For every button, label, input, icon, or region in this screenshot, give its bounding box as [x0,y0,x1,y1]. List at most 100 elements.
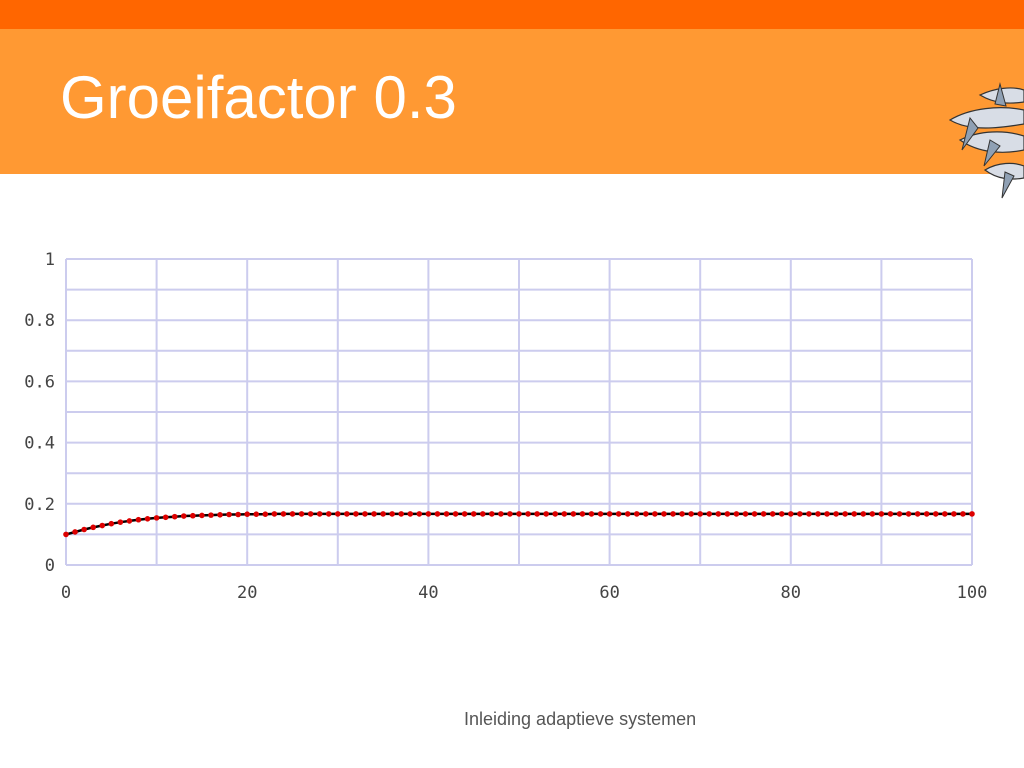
data-point [190,512,196,519]
data-point [298,511,305,517]
data-point [353,511,359,517]
data-point [932,511,939,517]
data-point [697,511,703,517]
data-point [615,511,622,517]
x-tick-label: 40 [418,583,438,603]
data-point [724,511,731,517]
data-point [371,511,377,517]
data-point [806,511,812,517]
data-point [253,511,260,518]
data-point [344,511,350,517]
data-point [235,511,241,518]
y-tick-label: 0.6 [24,372,55,392]
data-point [90,524,96,531]
data-point [162,514,169,521]
data-point [552,511,559,517]
data-point [797,511,803,517]
data-point [479,511,486,517]
data-point [81,526,87,533]
x-tick-label: 80 [781,583,801,603]
y-tick-label: 0.4 [24,434,55,454]
data-point [452,511,459,517]
data-point [942,511,948,517]
data-point [633,511,640,517]
data-point [171,513,178,520]
data-point [316,511,323,517]
data-point [180,513,187,519]
data-point [507,511,513,517]
data-point [335,511,341,517]
data-point [733,511,740,517]
y-tick-label: 0.2 [24,495,55,515]
data-point [869,511,876,517]
data-point [887,511,894,517]
chart-series [63,511,975,538]
data-point [199,512,205,519]
data-point [833,511,839,517]
data-point [135,516,142,523]
data-point [470,511,477,517]
data-point [670,511,676,517]
data-point [878,511,885,517]
data-point [443,511,450,517]
chart-grid [65,258,973,566]
data-point [905,511,912,517]
y-tick-label: 1 [45,250,55,270]
data-point [588,511,595,517]
title-band [0,29,1024,174]
y-tick-label: 0 [45,556,55,576]
data-point [597,511,604,517]
y-tick-label: 0.8 [24,311,55,331]
data-point [226,511,232,518]
data-point [144,515,151,522]
data-point [688,511,694,517]
data-point [72,529,78,535]
data-point [652,511,658,517]
x-tick-label: 100 [957,583,988,603]
data-point [289,511,296,517]
data-point [153,515,160,521]
data-point [778,511,785,517]
data-point [63,531,69,538]
data-point [525,511,531,517]
top-accent-strip [0,0,1024,29]
data-point [208,512,214,518]
slide-footer: Inleiding adaptieve systemen [464,709,697,729]
data-point [434,511,441,517]
data-point [706,511,713,517]
data-point [425,511,432,517]
data-point [543,511,549,517]
x-tick-label: 0 [61,583,71,603]
flying-fish-logo [948,82,1024,199]
data-point [715,511,722,517]
data-point [624,511,631,517]
data-point [262,511,269,518]
data-point [389,511,395,517]
data-point [489,511,495,517]
data-point [461,511,468,517]
data-point [126,518,133,524]
data-point [117,519,124,525]
data-point [751,511,758,517]
data-point [788,511,794,517]
data-point [325,511,332,517]
slide-title: Groeifactor 0.3 [60,64,457,131]
data-point [960,511,966,517]
data-point [661,511,667,517]
data-point [679,511,685,517]
data-point [824,511,830,517]
data-point [914,511,921,517]
data-point [742,511,749,517]
data-point [534,511,540,517]
data-point [407,511,414,517]
data-point [815,511,821,517]
data-point [217,512,223,518]
data-point [380,511,386,517]
data-point [923,511,930,517]
data-point [244,511,250,518]
x-tick-label: 60 [599,583,619,603]
data-point [969,511,975,517]
data-point [362,511,368,517]
data-point [643,511,649,517]
x-axis-ticks: 0 20 40 60 80 100 [61,583,987,603]
